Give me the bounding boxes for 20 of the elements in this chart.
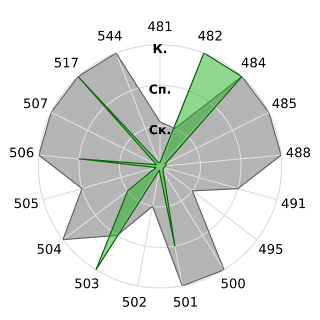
spoke-label: 481: [148, 21, 172, 32]
spoke-label: 491: [282, 198, 306, 208]
spoke-label: 501: [174, 296, 197, 307]
spoke-label: 495: [258, 244, 282, 254]
spoke-label: 488: [286, 147, 310, 158]
spoke-label: 500: [222, 278, 245, 288]
spoke-label: 502: [122, 296, 146, 307]
y-tick-label: Сп.: [149, 84, 170, 94]
spoke-label: 507: [24, 98, 48, 108]
y-tick-label: Ск.: [149, 124, 170, 134]
spoke-label: 517: [54, 58, 78, 68]
spoke-label: 482: [198, 30, 222, 41]
spoke-label: 484: [242, 58, 266, 68]
spoke-label: 505: [14, 198, 38, 208]
spoke-label: 485: [272, 98, 296, 108]
spoke-label: 506: [10, 147, 34, 158]
spoke-label: 504: [38, 244, 61, 254]
spoke-label: 503: [75, 278, 98, 288]
y-tick-label: К.: [154, 44, 166, 54]
spoke-label: 544: [98, 30, 122, 41]
